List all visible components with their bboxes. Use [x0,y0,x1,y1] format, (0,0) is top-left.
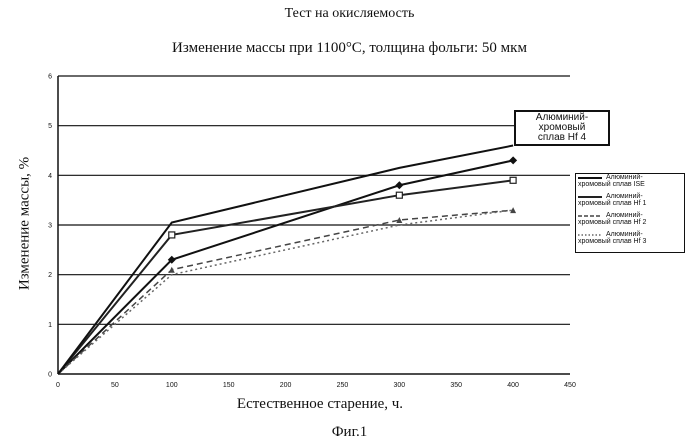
y-tick-label: 0 [48,372,52,379]
x-tick-labels: 0 50 100 150 200 250 300 350 400 450 [56,382,576,389]
x-tick-label: 150 [223,382,235,389]
legend-swatch [577,231,603,239]
series-lines [58,146,513,374]
series-line [58,160,513,374]
x-tick-label: 400 [507,382,519,389]
series-line [58,180,513,374]
data-point [395,181,403,189]
legend-label-line-2: хромовый сплав Hf 2 [578,219,684,226]
x-tick-label: 450 [564,382,576,389]
data-point [169,232,175,238]
x-tick-label: 300 [393,382,405,389]
figure-label: Фиг.1 [0,424,699,441]
legend: Алюминий- хромовый сплав ISE Алюминий- х… [575,173,685,253]
x-tick-label: 100 [166,382,178,389]
x-tick-label: 250 [337,382,349,389]
x-tick-label: 200 [280,382,292,389]
legend-item-ise: Алюминий- хромовый сплав ISE [576,174,684,193]
y-tick-label: 3 [48,223,52,230]
data-point [169,267,175,273]
y-axis-label: Изменение массы, % [17,144,34,304]
data-point [510,177,516,183]
x-tick-label: 50 [111,382,119,389]
legend-item-hf2: Алюминий- хромовый сплав Hf 2 [576,212,684,231]
y-tick-label: 2 [48,272,52,279]
y-tick-labels: 0 1 2 3 4 5 6 [48,74,52,379]
series-line [58,146,513,374]
y-tick-label: 1 [48,322,52,329]
gridlines [58,76,570,324]
y-tick-label: 6 [48,74,52,81]
legend-swatch [577,212,603,220]
x-tick-label: 350 [450,382,462,389]
legend-label-line-2: хромовый сплав Hf 3 [578,238,684,245]
data-point [509,156,517,164]
x-axis-label: Естественное старение, ч. [130,396,510,413]
hf4-annotation: Алюминий- хромовый сплав Hf 4 [514,110,610,146]
y-tick-label: 4 [48,173,52,180]
legend-swatch [577,193,603,201]
legend-item-hf3: Алюминий- хромовый сплав Hf 3 [576,231,684,250]
legend-item-hf1: Алюминий- хромовый сплав Hf 1 [576,193,684,212]
y-tick-label: 5 [48,123,52,130]
legend-label-line-2: хромовый сплав Hf 1 [578,200,684,207]
legend-label-line-2: хромовый сплав ISE [578,181,684,188]
legend-swatch [577,174,603,182]
data-point [396,192,402,198]
x-tick-label: 0 [56,382,60,389]
annotation-line-3: сплав Hf 4 [516,133,608,143]
